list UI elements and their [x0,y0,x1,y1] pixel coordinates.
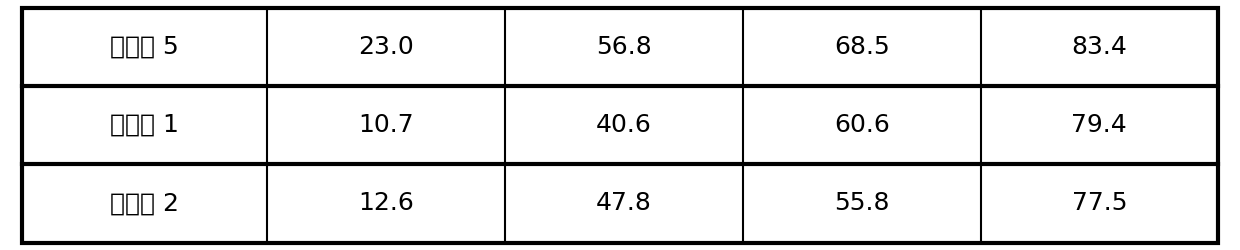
Text: 10.7: 10.7 [358,113,414,137]
Text: 12.6: 12.6 [358,191,414,215]
Text: 68.5: 68.5 [835,35,890,59]
Text: 40.6: 40.6 [596,113,652,137]
Text: 对比例 1: 对比例 1 [110,113,180,137]
Text: 47.8: 47.8 [596,191,652,215]
Text: 55.8: 55.8 [835,191,890,215]
Text: 23.0: 23.0 [358,35,414,59]
Text: 56.8: 56.8 [596,35,652,59]
Text: 60.6: 60.6 [835,113,890,137]
Text: 79.4: 79.4 [1071,113,1127,137]
Text: 实施例 5: 实施例 5 [110,35,180,59]
Text: 对比例 2: 对比例 2 [110,191,180,215]
Text: 83.4: 83.4 [1071,35,1127,59]
Text: 77.5: 77.5 [1071,191,1127,215]
